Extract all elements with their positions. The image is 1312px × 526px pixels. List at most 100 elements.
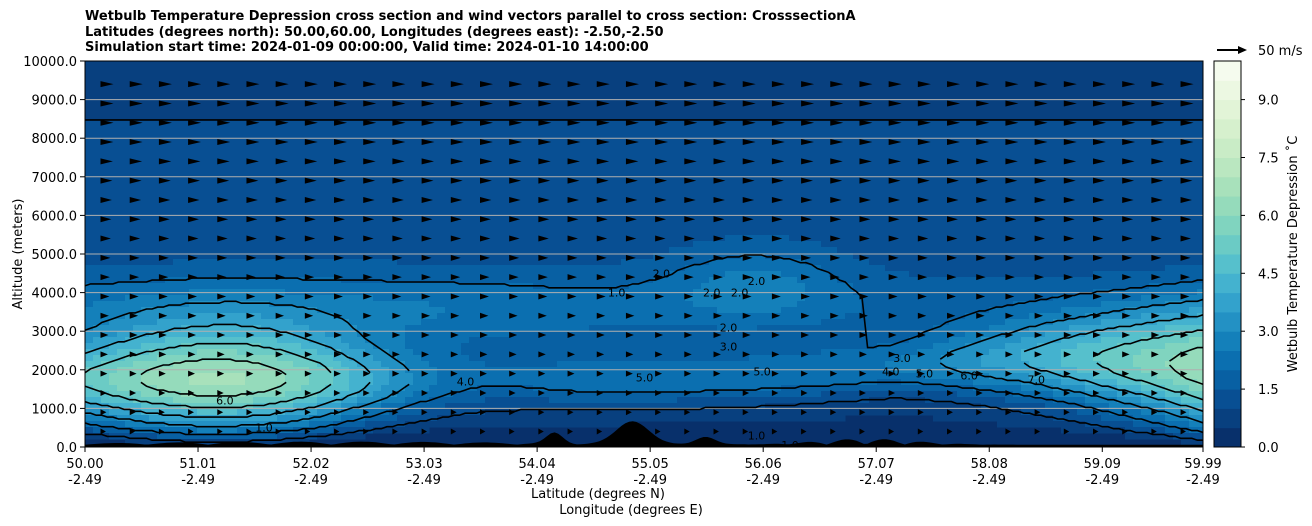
field-cell [309, 85, 318, 92]
field-cell [421, 181, 430, 188]
field-cell [421, 97, 430, 104]
field-cell [725, 103, 734, 110]
field-cell [581, 151, 590, 158]
field-cell [501, 121, 510, 128]
field-cell [477, 415, 486, 422]
field-cell [669, 187, 678, 194]
field-cell [325, 85, 334, 92]
field-cell [189, 109, 198, 116]
field-cell [445, 421, 454, 428]
field-cell [629, 175, 638, 182]
field-cell [189, 265, 198, 272]
field-cell [525, 325, 534, 332]
field-cell [109, 205, 118, 212]
field-cell [317, 133, 326, 140]
field-cell [373, 97, 382, 104]
field-cell [621, 241, 630, 248]
field-cell [189, 385, 198, 392]
field-cell [205, 241, 214, 248]
field-cell [293, 265, 302, 272]
field-cell [293, 187, 302, 194]
field-cell [517, 313, 526, 320]
field-cell [221, 247, 230, 254]
field-cell [349, 181, 358, 188]
field-cell [565, 277, 574, 284]
field-cell [189, 433, 198, 440]
field-cell [333, 283, 342, 290]
field-cell [517, 277, 526, 284]
field-cell [237, 169, 246, 176]
field-cell [557, 199, 566, 206]
field-cell [701, 415, 710, 422]
field-cell [469, 199, 478, 206]
field-cell [437, 73, 446, 80]
field-cell [253, 157, 262, 164]
field-cell [277, 259, 286, 266]
field-cell [333, 223, 342, 230]
field-cell [245, 277, 254, 284]
field-cell [189, 325, 198, 332]
field-cell [637, 121, 646, 128]
field-cell [133, 433, 142, 440]
field-cell [549, 415, 558, 422]
field-cell [397, 181, 406, 188]
field-cell [229, 433, 238, 440]
field-cell [437, 103, 446, 110]
field-cell [493, 115, 502, 122]
field-cell [365, 97, 374, 104]
field-cell [285, 139, 294, 146]
field-cell [221, 133, 230, 140]
field-cell [541, 247, 550, 254]
field-cell [709, 133, 718, 140]
field-cell [253, 355, 262, 362]
field-cell [349, 421, 358, 428]
field-cell [533, 157, 542, 164]
field-cell [645, 133, 654, 140]
field-cell [277, 247, 286, 254]
field-cell [213, 67, 222, 74]
field-cell [189, 181, 198, 188]
field-cell [237, 127, 246, 134]
field-cell [477, 343, 486, 350]
field-cell [325, 355, 334, 362]
field-cell [685, 247, 694, 254]
field-cell [421, 355, 430, 362]
field-cell [381, 229, 390, 236]
field-cell [285, 391, 294, 398]
field-cell [357, 211, 366, 218]
field-cell [533, 121, 542, 128]
field-cell [461, 115, 470, 122]
field-cell [525, 235, 534, 242]
field-cell [661, 373, 670, 380]
field-cell [325, 241, 334, 248]
field-cell [437, 355, 446, 362]
field-cell [709, 373, 718, 380]
field-cell [605, 313, 614, 320]
field-cell [597, 61, 606, 68]
field-cell [509, 169, 518, 176]
field-cell [189, 151, 198, 158]
field-cell [437, 91, 446, 98]
field-cell [621, 415, 630, 422]
field-cell [213, 181, 222, 188]
field-cell [357, 253, 366, 260]
field-cell [381, 199, 390, 206]
field-cell [165, 355, 174, 362]
field-cell [637, 307, 646, 314]
field-cell [653, 301, 662, 308]
field-cell [149, 253, 158, 260]
field-cell [549, 103, 558, 110]
field-cell [149, 313, 158, 320]
field-cell [341, 259, 350, 266]
field-cell [213, 163, 222, 170]
field-cell [669, 91, 678, 98]
field-cell [205, 427, 214, 434]
field-cell [661, 103, 670, 110]
field-cell [581, 157, 590, 164]
field-cell [597, 223, 606, 230]
field-cell [661, 67, 670, 74]
field-cell [325, 181, 334, 188]
field-cell [469, 301, 478, 308]
field-cell [541, 121, 550, 128]
field-cell [621, 337, 630, 344]
